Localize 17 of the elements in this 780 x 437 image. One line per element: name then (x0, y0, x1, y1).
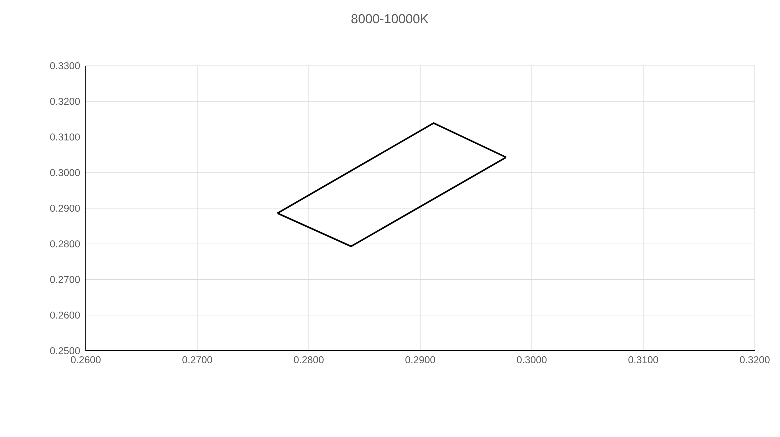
x-tick-label: 0.2900 (406, 356, 436, 364)
y-tick-label: 0.2500 (50, 347, 80, 355)
y-tick-label: 0.3000 (50, 169, 80, 176)
x-tick-label: 0.2700 (182, 356, 212, 364)
x-tick-label: 0.2800 (294, 356, 324, 364)
y-tick-label: 0.3100 (50, 134, 80, 141)
y-tick-label: 0.3200 (50, 98, 80, 106)
x-tick-label: 0.3200 (740, 356, 770, 364)
y-tick-label: 0.2800 (50, 240, 80, 248)
y-tick-label: 0.2700 (50, 276, 80, 284)
chart-title: 8000-10000K (352, 14, 429, 24)
x-tick-label: 0.3100 (628, 356, 658, 364)
y-tick-label: 0.3300 (50, 62, 80, 70)
x-tick-label: 0.2600 (71, 356, 101, 364)
y-tick-label: 0.2900 (50, 204, 80, 212)
x-tick-label: 0.3000 (517, 356, 547, 364)
y-tick-label: 0.2600 (50, 312, 80, 319)
